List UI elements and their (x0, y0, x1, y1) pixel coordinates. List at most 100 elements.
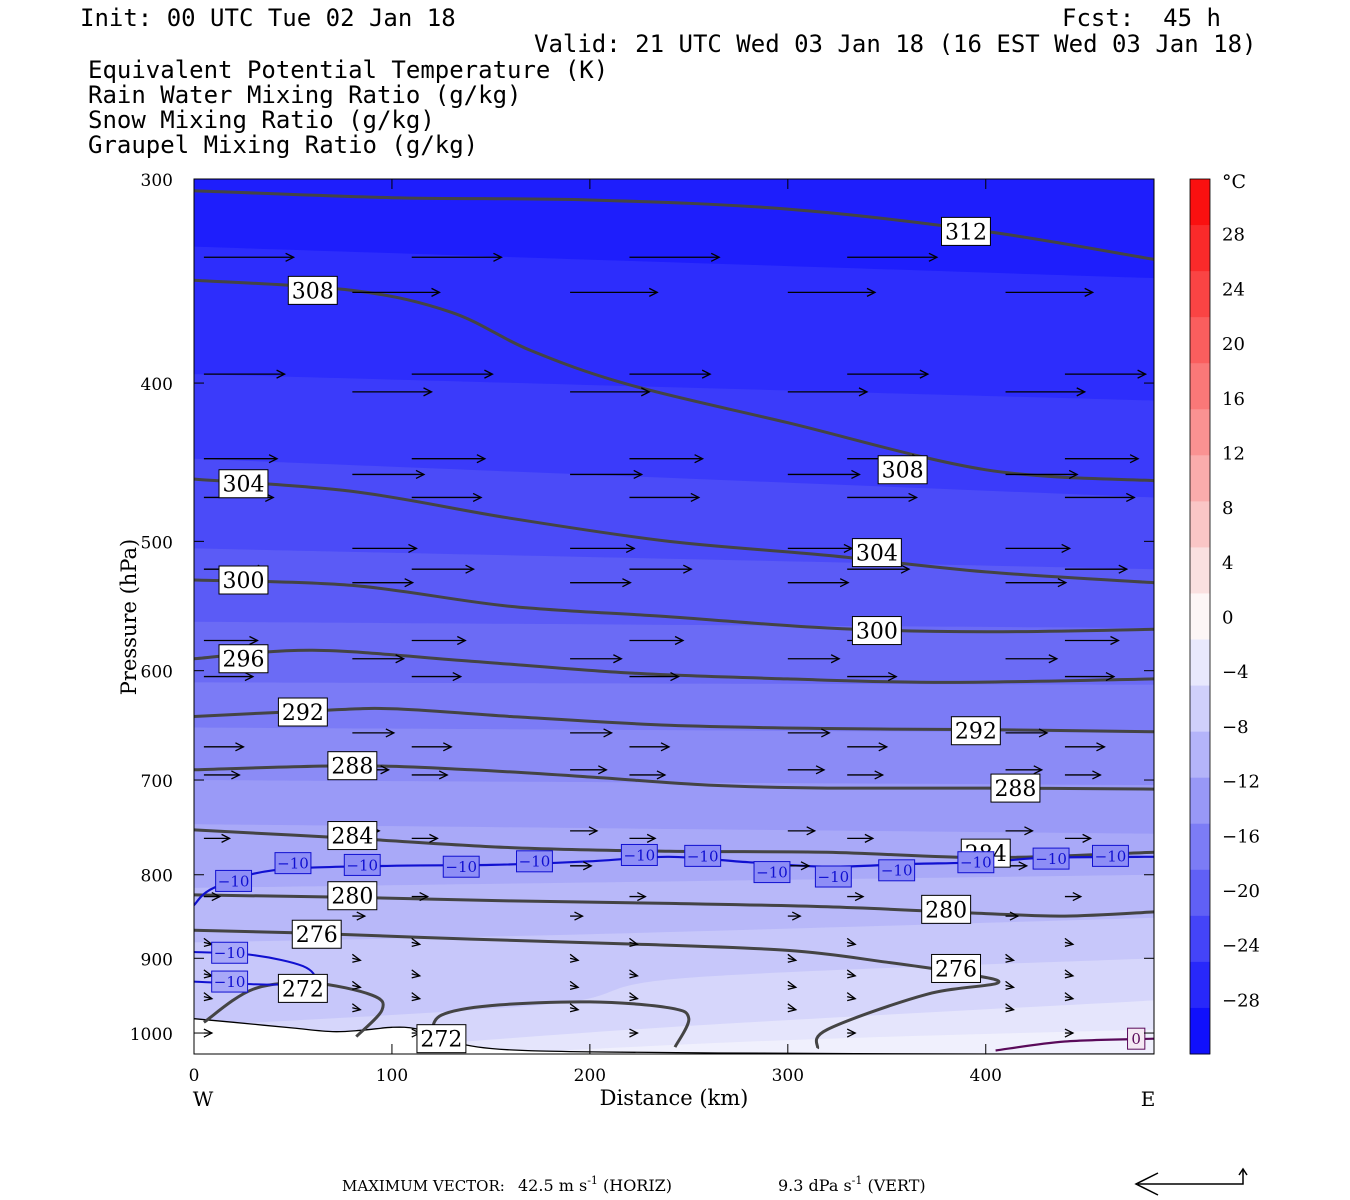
theta-e-label-text: 280 (331, 885, 373, 910)
wind-vector-head (569, 1003, 580, 1013)
wind-vector-head (660, 742, 671, 752)
theta-e-contour (194, 648, 1154, 684)
wind-vector-head (1072, 891, 1083, 902)
x-tick-label: 400 (970, 1066, 1002, 1086)
y-tick-label: 400 (141, 375, 173, 395)
wind-vector-head (887, 671, 898, 682)
wind-vector-head (598, 765, 608, 775)
colorbar-segment (1190, 409, 1210, 456)
wind-vector-head (351, 980, 362, 990)
wind-vector-head (846, 992, 857, 1002)
colorbar-segment (1190, 639, 1210, 687)
wind-vector-head (613, 654, 623, 664)
isotherm-minus10-label-box (1032, 847, 1070, 870)
init-time: Init: 00 UTC Tue 02 Jan 18 (80, 4, 456, 32)
wind-vector-head (1082, 833, 1093, 843)
reference-vector (1134, 1167, 1248, 1196)
wind-vector-head (1129, 454, 1140, 464)
max-vector-horiz: 42.5 m s-1 (HORIZ) (518, 1174, 672, 1195)
wind-vector-head (683, 564, 693, 574)
isotherm-minus10-label-box (620, 843, 658, 866)
wind-vector-head (821, 728, 831, 738)
theta-e-label: 288 (990, 773, 1041, 803)
theta-e-label-box (921, 894, 972, 924)
isotherm-minus10-label-text: −10 (346, 856, 378, 874)
colorbar: 28 24 20 16 12 8 4 0 −4 −8 −12 −16 −20 −24 −28 (1189, 178, 1260, 1055)
theta-e-contour (194, 578, 1154, 634)
theta-e-label: 308 (287, 275, 338, 305)
wind-vector-head (465, 564, 476, 574)
plot-frame (193, 178, 1155, 1055)
contour-labels: 312 308 308 304 304 300 300 296 292 292 288 288 284 2… (211, 216, 1146, 1054)
colorbar-segment (1190, 455, 1210, 502)
isotherm-minus10-label-text: −10 (445, 858, 477, 876)
colorbar-label: 24 (1222, 279, 1245, 300)
colorbar-frame (1189, 178, 1211, 1055)
wind-vector-head (231, 770, 241, 780)
colorbar-segment (1190, 1007, 1210, 1055)
wind-vector-head (203, 992, 214, 1002)
wind-vector-head (1005, 953, 1016, 963)
isotherm-minus10-label: −10 (343, 853, 381, 876)
colorbar-label: 4 (1222, 553, 1233, 574)
west-label: W (193, 1087, 214, 1111)
x-axis-label: Distance (km) (600, 1086, 749, 1110)
field-legend-graupel: Graupel Mixing Ratio (g/kg) (88, 131, 479, 159)
wind-vector-head (908, 492, 919, 503)
isotherm-minus10-label: −10 (1032, 847, 1070, 870)
theta-e-label-box (327, 751, 378, 781)
isotherm-minus10-label-text: −10 (687, 847, 719, 865)
theta-e-contour (194, 278, 1154, 483)
isotherm-minus10-label: −10 (878, 859, 916, 882)
wind-vector-head (866, 287, 877, 297)
theta-e-label-box (287, 275, 338, 305)
colorbar-label: −24 (1222, 936, 1260, 957)
colorbar-segment (1190, 731, 1210, 779)
isotherm-minus10-label: −10 (274, 852, 312, 875)
theta-e-label-text: 296 (222, 648, 264, 673)
wind-vector-head (431, 287, 441, 297)
wind-vector-head (919, 369, 930, 379)
theta-e-label-box (877, 455, 928, 485)
wind-vector-head (419, 891, 430, 902)
theta-e-label-text: 276 (935, 957, 977, 982)
isotherm-minus10-label: −10 (753, 861, 791, 884)
wind-vector-head (843, 543, 854, 553)
wind-vector-head (1084, 287, 1095, 297)
wind-vector-head (221, 833, 232, 843)
isotherm-zero-label-text: 0 (1131, 1030, 1141, 1048)
wind-vector-head (670, 671, 680, 682)
theta-e-label-box (218, 469, 269, 499)
wind-vector-head (351, 953, 362, 963)
max-vector-label: MAXIMUM VECTOR: (342, 1177, 505, 1195)
theta-e-label-box (327, 881, 378, 911)
y-tick-label: 500 (141, 533, 173, 553)
theta-e-label-text: 312 (945, 220, 987, 245)
wind-vector-head (1110, 635, 1120, 646)
isotherm-minus10-label: −10 (215, 869, 253, 892)
wind-vector-head (640, 387, 651, 397)
colorbar-label: 20 (1222, 334, 1245, 355)
wind-vector-head (380, 765, 391, 775)
theta-e-label: 304 (851, 538, 902, 568)
colorbar-label: −4 (1222, 662, 1249, 683)
shading-band (490, 1029, 1154, 1054)
isotherm-minus10-label-text: −10 (624, 846, 656, 864)
wind-vector-head (1064, 937, 1075, 947)
y-tick-label: 300 (141, 171, 173, 191)
wind-vector-head (694, 454, 705, 464)
wind-vector-head (629, 937, 639, 947)
theta-e-label: 284 (327, 821, 378, 851)
wind-vector-head (211, 891, 222, 902)
theta-e-label-text: 304 (222, 473, 264, 498)
colorbar-label: 16 (1222, 389, 1245, 410)
x-tick-label: 100 (376, 1066, 408, 1086)
wind-vector-head (442, 742, 453, 752)
wind-vector-head (674, 635, 685, 646)
theta-e-label-box (416, 1024, 467, 1054)
x-tick-label: 300 (772, 1066, 804, 1086)
isotherm-zero-label-box (1127, 1027, 1146, 1050)
colorbar-segment (1190, 685, 1210, 733)
theta-e-label-box (931, 953, 982, 983)
theta-e-label-box (218, 565, 269, 595)
